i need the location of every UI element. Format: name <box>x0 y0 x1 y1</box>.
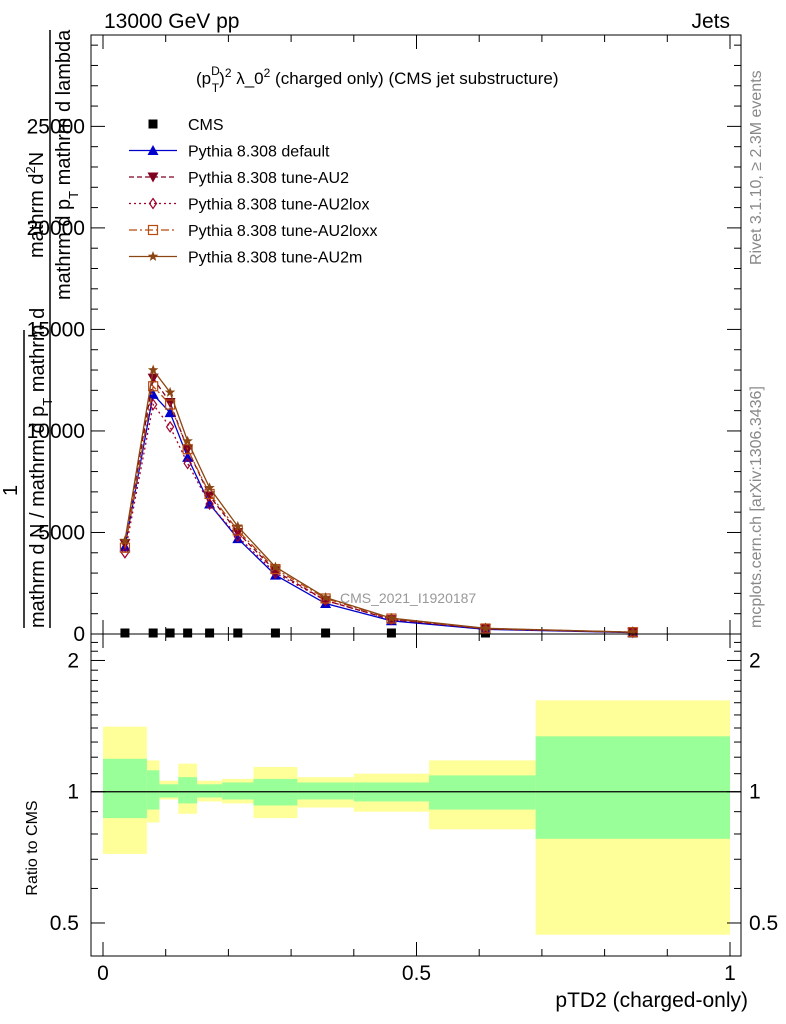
legend-entry-default: Pythia 8.308 default <box>129 144 330 161</box>
data-point-AU2m <box>270 561 281 572</box>
data-point-AU2m <box>320 591 331 602</box>
header-left: 13000 GeV pp <box>104 10 239 33</box>
legend-label: Pythia 8.308 tune-AU2m <box>188 250 362 267</box>
uncertainty-band-green <box>159 784 179 798</box>
legend-entry-AU2lox: Pythia 8.308 tune-AU2lox <box>129 197 369 214</box>
uncertainty-band-green <box>146 770 160 810</box>
y-axis-label-ratio: Ratio to CMS <box>24 800 41 895</box>
data-point-AU2 <box>147 373 159 384</box>
data-point-AU2loxx <box>148 381 159 392</box>
ratio-y-tick-label: 1 <box>67 781 79 804</box>
ylabel-rhs-top: mathrm d2N <box>23 152 48 258</box>
data-point-cms <box>270 628 280 638</box>
legend-label: CMS <box>188 117 224 134</box>
legend-marker <box>148 197 158 210</box>
ratio-y-tick-label-right: 1 <box>749 781 761 804</box>
data-point-cms <box>183 628 193 638</box>
legend-label: Pythia 8.308 default <box>188 144 330 161</box>
x-tick-label: 1 <box>724 962 736 985</box>
legend-marker <box>147 251 159 261</box>
data-point-AU2lox <box>271 567 280 580</box>
x-tick-label: 0.5 <box>402 962 431 985</box>
data-point-AU2m <box>204 482 215 493</box>
data-point-AU2m <box>147 364 159 375</box>
data-point-AU2m <box>232 520 244 531</box>
data-point-AU2m <box>627 626 639 637</box>
legend-label: Pythia 8.308 tune-AU2loxx <box>188 223 377 240</box>
legend-entry-cms: CMS <box>148 117 224 134</box>
ratio-panel: 0.5 0.5 1 1 2 2 0 0.5 1 <box>50 633 778 985</box>
x-tick-label: 0 <box>97 962 109 985</box>
ylabel-rhs-bottom: mathrm d pT mathrm d lambda <box>53 29 81 300</box>
x-axis-label: pTD2 (charged-only) <box>555 989 748 1012</box>
data-point-AU2m <box>119 535 131 546</box>
analysis-watermark: CMS_2021_I1920187 <box>340 590 476 606</box>
data-point-AU2loxx <box>119 542 131 553</box>
data-point-default <box>147 388 159 399</box>
legend-entry-AU2: Pythia 8.308 tune-AU2 <box>129 170 349 187</box>
data-point-default <box>232 533 244 544</box>
data-point-cms <box>386 628 396 638</box>
ratio-y-tick-label-right: 0.5 <box>749 912 778 935</box>
uncertainty-band-green <box>197 784 223 798</box>
data-point-cms <box>165 628 175 638</box>
uncertainty-band-green <box>103 758 147 819</box>
legend-entry-AU2m: Pythia 8.308 tune-AU2m <box>129 250 362 267</box>
ratio-y-tick-label: 0.5 <box>50 912 79 935</box>
uncertainty-band-green <box>429 775 536 810</box>
legend-label: Pythia 8.308 tune-AU2lox <box>188 197 369 214</box>
y-tick-label: 0 <box>73 623 85 646</box>
uncertainty-band-green <box>222 782 254 800</box>
y-tick-label: 25000 <box>27 115 85 138</box>
legend-marker <box>148 119 158 129</box>
y-tick-label: 20000 <box>27 217 85 240</box>
data-point-cms <box>148 628 158 638</box>
uncertainty-band-green <box>535 736 730 839</box>
series-AU2m <box>119 364 639 637</box>
data-point-cms <box>233 628 243 638</box>
data-point-AU2lox <box>183 457 192 470</box>
data-point-cms <box>120 628 130 638</box>
data-point-AU2 <box>204 491 216 502</box>
legend-marker <box>147 145 159 155</box>
chart-title: (pD T)2 λ_02 (charged only) (CMS jet subs… <box>196 64 558 95</box>
ylabel-lhs-denominator: mathrm d N / mathrm d pT mathrm d <box>27 308 55 628</box>
data-point-AU2m <box>182 435 193 446</box>
header-right: Jets <box>691 10 730 33</box>
data-point-AU2lox <box>205 498 214 511</box>
data-point-AU2lox <box>165 420 175 433</box>
ratio-y-tick-label-right: 2 <box>749 649 761 672</box>
legend-label: Pythia 8.308 tune-AU2 <box>188 170 349 187</box>
data-point-AU2lox <box>120 546 130 559</box>
ratio-y-tick-label: 2 <box>67 649 79 672</box>
legend-entry-AU2loxx: Pythia 8.308 tune-AU2loxx <box>129 223 377 240</box>
ylabel-lhs-numerator: 1 <box>0 485 22 496</box>
data-point-AU2m <box>386 612 397 623</box>
data-point-cms <box>205 628 215 638</box>
legend-marker <box>147 224 159 236</box>
data-point-AU2m <box>480 622 491 633</box>
rivet-label: Rivet 3.1.10, ≥ 2.3M events <box>748 70 765 265</box>
data-point-cms <box>321 628 331 638</box>
uncertainty-band-green <box>178 777 198 804</box>
y-tick-label: 10000 <box>27 420 85 443</box>
data-point-default <box>164 407 176 418</box>
mcplots-label: mcplots.cern.ch [arXiv:1306.3436] <box>748 386 765 628</box>
uncertainty-band-green <box>297 782 354 800</box>
data-point-AU2m <box>164 386 176 397</box>
legend-marker <box>147 172 159 183</box>
y-tick-label: 15000 <box>27 318 85 341</box>
data-point-default <box>182 451 194 462</box>
